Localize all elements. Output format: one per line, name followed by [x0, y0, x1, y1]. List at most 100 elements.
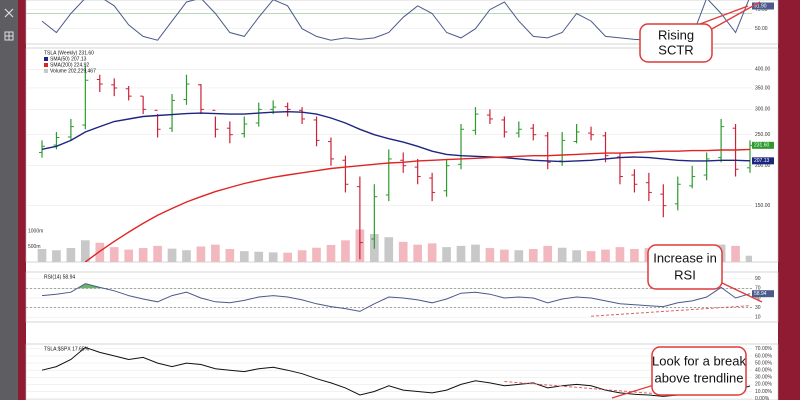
- y-tick-label: 50.00: [755, 26, 768, 32]
- volume-bar: [543, 245, 553, 262]
- y-tick-label: 200.00: [755, 163, 771, 169]
- last-value-label: 58.94: [754, 291, 767, 297]
- series-line: [41, 346, 751, 397]
- volume-bar: [268, 252, 278, 262]
- volume-bar: [745, 255, 752, 262]
- volume-bar: [124, 249, 134, 262]
- volume-bar: [297, 250, 307, 262]
- legend-label: Volume 202,229,467: [50, 68, 96, 74]
- volume-bar: [456, 245, 466, 262]
- volume-bar: [211, 244, 220, 262]
- y-tick-label: 70: [755, 286, 761, 292]
- volume-bar: [528, 248, 538, 262]
- panel-title: TSLA (Weekly) 231.60: [44, 50, 94, 56]
- y-tick-label: 10: [755, 315, 761, 321]
- callout-text: SCTR: [658, 42, 693, 57]
- volume-bar: [427, 243, 437, 262]
- y-tick-label: 50.00%: [755, 360, 773, 366]
- sma-line: [41, 110, 751, 163]
- frame-right: [778, 0, 800, 400]
- plot: [26, 65, 752, 262]
- last-value-box: [752, 290, 774, 298]
- callout-text: Rising: [658, 27, 694, 42]
- panel-frame: [25, 343, 779, 400]
- volume-bar: [153, 245, 162, 262]
- volume-bar: [95, 242, 105, 262]
- volume-bar: [341, 240, 350, 262]
- plot: [26, 0, 752, 41]
- volume-bar: [196, 246, 206, 262]
- volume-bar: [557, 247, 567, 262]
- callout-box: [651, 346, 747, 396]
- panel-frame: [25, 271, 779, 323]
- callout-text: above trendline: [655, 370, 744, 385]
- volume-bar: [312, 247, 321, 262]
- last-value-box: [752, 141, 774, 149]
- volume-bar: [442, 247, 451, 262]
- volume-bar: [182, 250, 191, 262]
- legend-swatch: [44, 63, 48, 67]
- legend-swatch: [44, 57, 48, 61]
- volume-bar: [731, 245, 740, 262]
- volume-tick-label: 1000m: [28, 228, 43, 234]
- tool-icon[interactable]: [4, 31, 14, 41]
- volume-bar: [81, 240, 90, 262]
- panel-title: RSI(14) 58.94: [44, 274, 75, 280]
- y-tick-label: 30.00%: [755, 375, 773, 381]
- last-value-box: [752, 157, 774, 165]
- toolbar: [0, 0, 18, 400]
- y-tick-label: 350.00: [755, 85, 771, 91]
- y-tick-label: 250.00: [755, 132, 771, 138]
- y-tick-label: 150.00: [755, 203, 771, 209]
- volume-bar: [254, 251, 264, 262]
- plot: [26, 346, 752, 399]
- trendline: [504, 381, 664, 395]
- volume-tick-label: 500m: [28, 244, 41, 250]
- volume-bar: [485, 248, 495, 262]
- last-value-label: 91.90: [754, 3, 767, 9]
- y-tick-label: 60.00%: [755, 353, 773, 359]
- volume-bar: [601, 249, 610, 262]
- volume-bar: [66, 248, 76, 262]
- volume-bar: [167, 248, 177, 262]
- callout-box: [639, 23, 713, 63]
- plot: [26, 278, 752, 318]
- volume-bar: [514, 250, 524, 262]
- volume-bar: [471, 244, 480, 262]
- volume-bar: [326, 244, 336, 262]
- volume-bar: [37, 248, 47, 262]
- trendline: [591, 305, 751, 317]
- legend-label: SMA(50) 207.13: [50, 56, 87, 62]
- y-tick-label: 40.00%: [755, 367, 773, 373]
- y-tick-label: 0.00%: [755, 396, 770, 400]
- volume-bar: [52, 250, 61, 262]
- y-tick-label: 300.00: [755, 107, 771, 113]
- panel-title: TSLA:$SPX 17.65%: [44, 346, 90, 352]
- legend-swatch: [44, 69, 48, 73]
- arrows: [611, 1, 763, 399]
- volume-bar: [615, 247, 625, 262]
- panel-frame: [25, 0, 779, 45]
- volume-bar: [500, 249, 509, 262]
- tool-icon[interactable]: [4, 8, 14, 18]
- y-tick-label: 30: [755, 305, 761, 311]
- volume-bar: [239, 251, 249, 262]
- callout-box: [647, 244, 723, 290]
- panels: 75.00 50.00 91.90 150.00 200.00 250.00 300.00 3…: [25, 0, 779, 400]
- y-tick-label: 50: [755, 295, 761, 301]
- sma-line: [84, 148, 751, 262]
- y-tick-label: 75.00: [755, 7, 768, 13]
- volume-bar: [138, 248, 148, 262]
- series-line: [41, 0, 750, 41]
- y-tick-label: 400.00: [755, 67, 771, 73]
- volume-bar: [630, 248, 639, 262]
- y-tick-label: 10.00%: [755, 389, 773, 395]
- last-value-label: 231.60: [754, 143, 770, 149]
- volume-bar: [398, 241, 408, 262]
- y-tick-label: 70.00%: [755, 346, 773, 352]
- volume-bar: [586, 251, 596, 262]
- y-tick-label: 20.00%: [755, 382, 773, 388]
- callout-text: Look for a break: [652, 353, 746, 368]
